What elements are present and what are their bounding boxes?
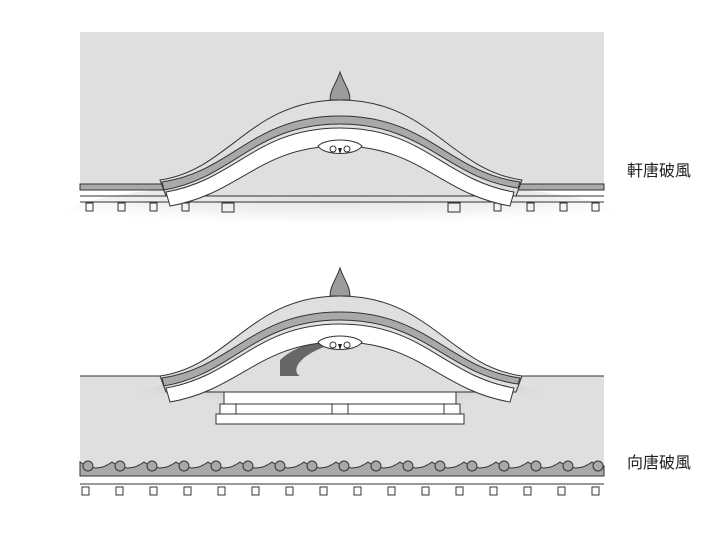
kegyo-ornament (317, 335, 363, 350)
label-noki-kara-hafu: 軒唐破風 (627, 161, 691, 180)
gable-band (161, 311, 521, 387)
tile-ends (82, 460, 604, 472)
gable-band (161, 115, 521, 191)
onigawara-finial (329, 266, 351, 297)
mukai-kara-hafu-figure (79, 266, 605, 496)
rafter-ends (81, 486, 600, 496)
label-mukai-kara-hafu: 向唐破風 (627, 453, 691, 472)
kegyo-ornament (317, 139, 363, 154)
onigawara-finial (329, 70, 351, 101)
noki-kara-hafu-figure (70, 32, 610, 242)
